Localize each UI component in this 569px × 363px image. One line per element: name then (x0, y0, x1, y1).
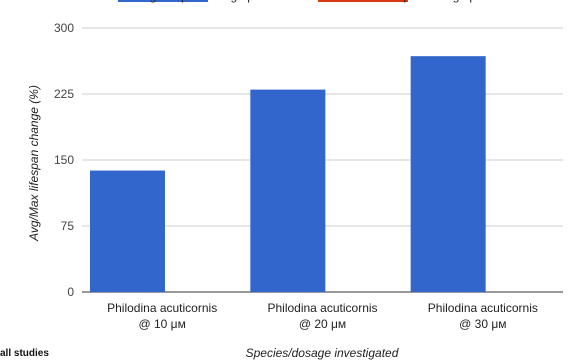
x-tick-label: Philodina acuticornis @ 30 μм (428, 301, 538, 331)
y-tick-label: 150 (54, 153, 74, 167)
bar (90, 170, 165, 292)
y-axis-ticks: 0 75 150 225 300 (54, 21, 74, 299)
y-tick-label: 300 (54, 21, 74, 35)
y-axis-title: Avg/Max lifespan change (%) (27, 85, 41, 242)
bars (90, 56, 486, 292)
footnote: all studies (0, 348, 49, 359)
y-tick-label: 75 (61, 219, 75, 233)
y-tick-label: 0 (67, 285, 74, 299)
legend: Avg lifespan change percent Max lifespan … (118, 0, 510, 3)
x-tick-label: Philodina acuticornis @ 10 μм (107, 301, 217, 331)
x-tick-label: Philodina acuticornis @ 20 μм (267, 301, 377, 331)
x-axis-title: Species/dosage investigated (246, 346, 399, 360)
legend-swatch (118, 0, 208, 2)
x-axis-ticks: Philodina acuticornis @ 10 μм Philodina ac… (107, 301, 538, 331)
legend-swatch (318, 0, 408, 2)
bar (250, 89, 326, 292)
legend-label: Avg lifespan change percent (136, 0, 288, 3)
y-tick-label: 225 (54, 87, 74, 101)
legend-label: Max lifespan change percent (356, 0, 510, 3)
bar (410, 56, 486, 292)
